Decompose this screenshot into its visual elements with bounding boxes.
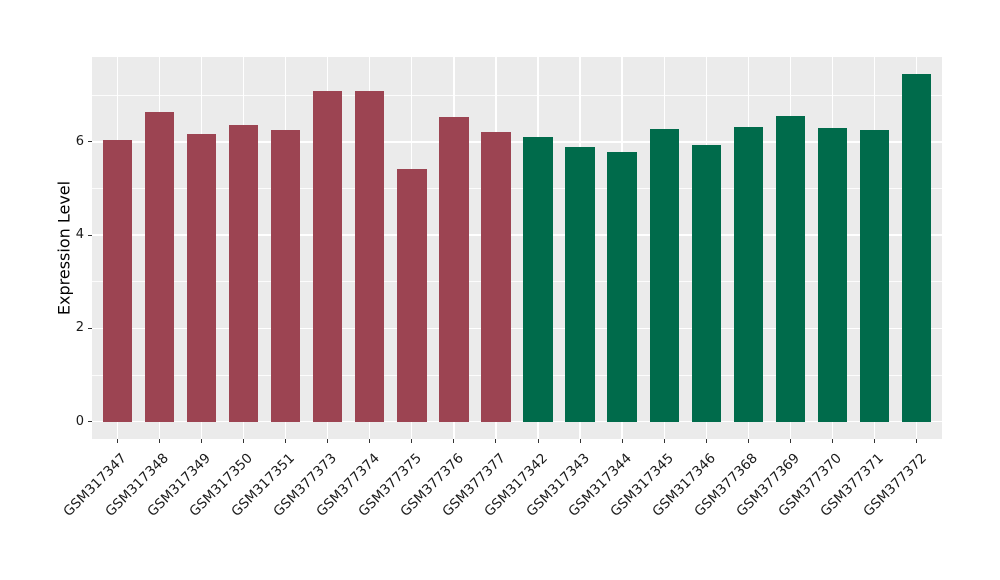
bar-GSM317346 <box>691 144 722 422</box>
x-tick <box>327 439 329 443</box>
bar-GSM377375 <box>397 168 427 422</box>
bar-GSM317349 <box>186 133 217 422</box>
x-tick <box>116 439 118 443</box>
y-tick <box>88 327 92 329</box>
bar-GSM317347 <box>102 139 132 422</box>
bar-GSM377369 <box>775 115 806 422</box>
y-tick-label: 0 <box>75 413 84 429</box>
major-gridline <box>92 141 942 143</box>
minor-gridline <box>92 374 942 376</box>
y-tick <box>88 141 92 143</box>
x-tick <box>369 439 371 443</box>
x-tick <box>242 439 244 443</box>
x-tick <box>537 439 539 443</box>
bar-GSM377377 <box>481 131 511 422</box>
x-tick <box>285 439 287 443</box>
major-gridline <box>92 234 942 236</box>
y-tick <box>88 421 92 423</box>
bar-GSM317343 <box>565 147 595 422</box>
bar-GSM377368 <box>733 126 764 422</box>
x-tick <box>621 439 623 443</box>
bar-GSM377372 <box>902 74 932 422</box>
bar-GSM377374 <box>354 90 385 422</box>
y-tick-label: 4 <box>75 227 84 243</box>
y-axis-title: Expression Level <box>54 180 74 316</box>
bar-GSM317350 <box>228 124 259 422</box>
x-tick <box>495 439 497 443</box>
y-tick-label: 2 <box>75 320 84 336</box>
bar-GSM317351 <box>270 129 301 422</box>
bar-GSM377371 <box>859 129 890 422</box>
bar-GSM377373 <box>312 90 343 422</box>
minor-gridline <box>92 281 942 283</box>
minor-gridline <box>92 188 942 190</box>
bar-GSM317344 <box>607 151 637 422</box>
x-tick <box>579 439 581 443</box>
x-tick <box>705 439 707 443</box>
bar-GSM317342 <box>523 137 553 422</box>
major-gridline <box>92 327 942 330</box>
x-tick <box>916 439 918 443</box>
x-tick <box>747 439 749 443</box>
minor-gridline <box>92 94 942 96</box>
bar-GSM377370 <box>817 127 848 422</box>
plot-panel <box>92 57 942 439</box>
x-tick <box>832 439 834 443</box>
x-tick <box>453 439 455 443</box>
x-tick <box>663 439 665 443</box>
x-tick <box>411 439 413 443</box>
x-tick <box>200 439 202 443</box>
y-tick <box>88 234 92 236</box>
bar-GSM317348 <box>144 111 175 422</box>
bar-GSM377376 <box>439 117 469 422</box>
x-tick <box>874 439 876 443</box>
bar-GSM317345 <box>649 129 679 422</box>
x-tick <box>158 439 160 443</box>
y-tick-label: 6 <box>75 133 84 149</box>
major-gridline <box>92 420 942 423</box>
x-tick <box>790 439 791 443</box>
